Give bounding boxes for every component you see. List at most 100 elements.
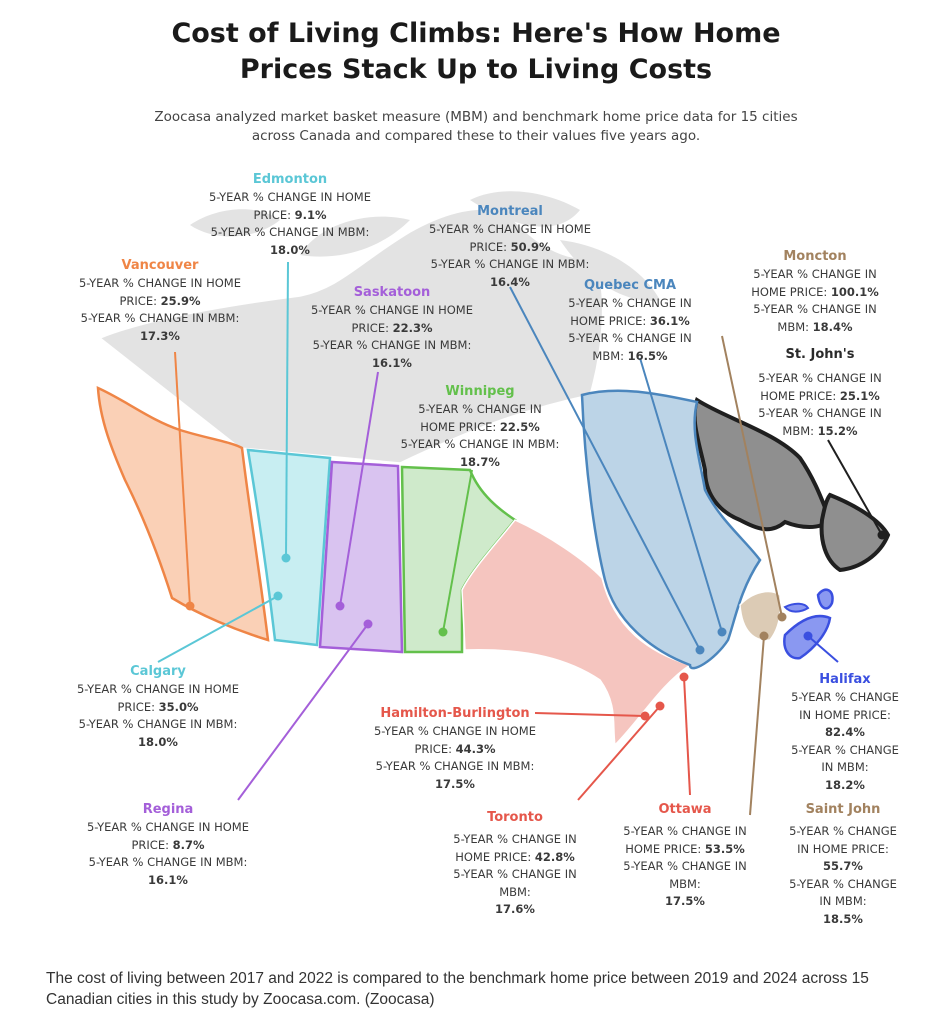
label-toronto: Toronto 5-YEAR % CHANGE IN HOME PRICE: 4… [435, 808, 595, 919]
city-name: Regina [142, 802, 194, 817]
dot-hamilton [640, 711, 650, 721]
label-line: HOME PRICE: [570, 313, 647, 328]
leader-montreal [509, 286, 701, 651]
leader-regina [237, 623, 369, 801]
mbm-value: 17.3% [140, 328, 180, 343]
city-name: Calgary [130, 664, 186, 679]
label-line: 5-YEAR % CHANGE IN MBM: [430, 257, 590, 271]
leader-stjohns [827, 439, 883, 536]
label-winnipeg: Winnipeg 5-YEAR % CHANGE IN HOME PRICE: … [380, 382, 580, 471]
label-line: 5-YEAR % CHANGE IN MBM: [312, 338, 472, 352]
home-price-value: 42.8% [534, 849, 575, 864]
label-line: 5-YEAR % CHANGE IN HOME [310, 303, 473, 317]
title-line-1: Cost of Living Climbs: Here's How Home [171, 18, 781, 49]
mbm-value: 15.2% [817, 423, 858, 438]
new-brunswick-region [739, 590, 782, 641]
mbm-value: 18.2% [825, 777, 865, 792]
label-line: PRICE: [351, 320, 389, 335]
label-line: 5-YEAR % CHANGE IN [453, 832, 577, 846]
city-name: Halifax [819, 672, 871, 687]
label-moncton: Moncton 5-YEAR % CHANGE IN HOME PRICE: 1… [730, 247, 900, 336]
leader-moncton [721, 335, 783, 618]
mbm-value: 17.5% [665, 894, 705, 908]
label-line: 5-YEAR % CHANGE IN [453, 867, 577, 881]
leader-toronto [577, 705, 661, 801]
label-line: MBM: [669, 876, 701, 891]
label-saintjohn: Saint John 5-YEAR % CHANGE IN HOME PRICE… [768, 800, 918, 928]
label-line: 5-YEAR % CHANGE IN [623, 824, 747, 838]
label-line: 5-YEAR % CHANGE IN HOME [428, 222, 591, 236]
label-line: 5-YEAR % CHANGE IN HOME [86, 820, 249, 834]
dot-moncton [777, 612, 787, 622]
home-price-value: 100.1% [830, 284, 879, 299]
label-stjohns: St. John's 5-YEAR % CHANGE IN HOME PRICE… [735, 345, 905, 440]
label-line: 5-YEAR % CHANGE [791, 690, 899, 704]
city-name: Vancouver [121, 258, 199, 273]
home-price-value: 82.4% [825, 725, 865, 739]
subtitle-line-1: Zoocasa analyzed market basket measure (… [154, 109, 798, 125]
label-quebec: Quebec CMA 5-YEAR % CHANGE IN HOME PRICE… [545, 276, 715, 365]
dot-edmonton [281, 553, 291, 563]
home-price-value: 35.0% [158, 699, 199, 714]
label-line: 5-YEAR % CHANGE IN HOME [76, 682, 239, 696]
dot-calgary [273, 591, 283, 601]
quebec-region [580, 389, 762, 670]
dot-toronto [655, 701, 665, 711]
label-hamilton: Hamilton-Burlington 5-YEAR % CHANGE IN H… [345, 704, 565, 793]
home-price-value: 8.7% [172, 837, 205, 852]
label-line: HOME PRICE: [760, 388, 837, 403]
label-line: PRICE: [117, 699, 155, 714]
label-line: HOME PRICE: [751, 284, 828, 299]
label-line: IN HOME PRICE: [797, 841, 889, 856]
label-line: 5-YEAR % CHANGE IN [758, 406, 882, 420]
leader-calgary [157, 595, 279, 663]
mbm-value: 16.4% [490, 274, 530, 289]
label-line: MBM: [777, 319, 810, 334]
city-name: Toronto [487, 810, 543, 825]
label-line: 5-YEAR % CHANGE IN [418, 402, 542, 416]
label-halifax: Halifax 5-YEAR % CHANGE IN HOME PRICE: 8… [770, 670, 920, 794]
leader-vancouver [174, 351, 191, 607]
mbm-value: 17.6% [495, 902, 535, 916]
pei-region [783, 602, 810, 613]
label-edmonton: Edmonton 5-YEAR % CHANGE IN HOME PRICE: … [180, 170, 400, 259]
mbm-value: 16.1% [148, 872, 188, 887]
map-subtitle: Zoocasa analyzed market basket measure (… [0, 108, 952, 146]
dot-ottawa [679, 672, 689, 682]
label-calgary: Calgary 5-YEAR % CHANGE IN HOME PRICE: 3… [48, 662, 268, 751]
leader-halifax [807, 635, 839, 663]
label-saskatoon: Saskatoon 5-YEAR % CHANGE IN HOME PRICE:… [282, 283, 502, 372]
dot-halifax [803, 631, 813, 641]
city-name: Moncton [783, 249, 847, 264]
leader-winnipeg [442, 469, 473, 633]
label-line: 5-YEAR % CHANGE IN HOME [373, 724, 536, 738]
label-regina: Regina 5-YEAR % CHANGE IN HOME PRICE: 8.… [58, 800, 278, 889]
dot-stjohns [877, 530, 887, 540]
home-price-value: 25.9% [160, 293, 201, 308]
label-line: 5-YEAR % CHANGE [789, 824, 897, 838]
city-name: Ottawa [658, 802, 712, 817]
mbm-value: 18.0% [138, 734, 178, 749]
city-name: Winnipeg [445, 384, 515, 399]
saskatchewan-region [318, 460, 404, 654]
label-line: IN MBM: [819, 894, 867, 908]
dot-montreal [695, 645, 705, 655]
leader-ottawa [683, 676, 691, 796]
leader-hamilton [534, 712, 646, 717]
city-name: Hamilton-Burlington [380, 706, 530, 721]
home-price-value: 25.1% [839, 388, 880, 403]
city-name: Quebec CMA [583, 278, 676, 293]
label-line: IN HOME PRICE: [799, 707, 891, 722]
leader-lines [157, 261, 883, 816]
title-line-2: Prices Stack Up to Living Costs [239, 54, 713, 85]
canada-map [96, 191, 891, 816]
home-price-value: 50.9% [510, 239, 551, 254]
leader-edmonton [285, 261, 289, 559]
mbm-value: 18.5% [823, 911, 863, 926]
home-price-value: 53.5% [704, 841, 745, 856]
ontario-region [461, 519, 692, 747]
alberta-region [246, 448, 332, 647]
city-name: Edmonton [252, 172, 328, 187]
label-line: 5-YEAR % CHANGE IN [568, 331, 692, 345]
mbm-value: 16.1% [372, 355, 412, 370]
